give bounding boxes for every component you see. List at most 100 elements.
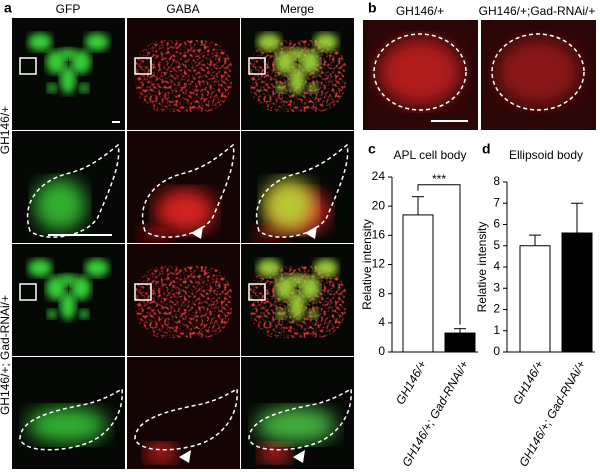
panel-label: d xyxy=(482,141,491,157)
column-header: GABA xyxy=(166,2,199,16)
roi-box xyxy=(134,283,152,301)
y-tick-label: 8 xyxy=(493,174,500,188)
micrograph xyxy=(481,20,596,130)
micrograph xyxy=(241,357,354,469)
column-header: Merge xyxy=(280,2,314,16)
micrograph xyxy=(12,18,125,130)
ellipsoid-outline xyxy=(491,33,585,111)
y-tick-label: 12 xyxy=(372,257,386,271)
gfp-signal xyxy=(289,48,305,60)
roi-box xyxy=(19,57,37,75)
micrograph xyxy=(241,18,354,130)
row-label: GH146/+ xyxy=(0,106,12,154)
gfp-signal xyxy=(85,33,109,51)
y-tick-label: 16 xyxy=(372,228,386,242)
gfp-signal xyxy=(289,66,305,94)
gfp-signal xyxy=(47,83,57,93)
column-header: GH146/+;Gad-RNAi/+ xyxy=(479,4,596,18)
cell-outline xyxy=(134,387,238,451)
arrowhead xyxy=(305,226,317,239)
gfp-signal xyxy=(28,33,52,51)
significance-label: *** xyxy=(432,172,446,186)
arrowhead xyxy=(179,450,191,463)
significance-bracket xyxy=(417,184,461,325)
panel-label: b xyxy=(368,0,377,16)
column-header: GFP xyxy=(56,2,81,16)
arrowhead xyxy=(293,450,305,463)
gfp-signal xyxy=(257,33,281,51)
ellipsoid-outline xyxy=(373,33,467,111)
gfp-signal xyxy=(60,48,76,60)
gfp-signal xyxy=(300,50,320,74)
bar xyxy=(402,214,434,353)
gfp-signal xyxy=(276,83,286,93)
gfp-signal xyxy=(257,259,281,277)
image-bg xyxy=(127,357,240,469)
gaba-signal xyxy=(145,443,177,463)
roi-box xyxy=(19,283,37,301)
x-tick-label: GH146/+ xyxy=(510,358,546,407)
gfp-signal xyxy=(308,309,318,319)
gfp-signal xyxy=(79,309,89,319)
cell-outline xyxy=(26,143,120,238)
y-tick-label: 20 xyxy=(372,198,386,212)
y-tick-label: 1 xyxy=(493,323,500,337)
arrowhead xyxy=(191,226,203,239)
micrograph xyxy=(12,131,125,243)
y-tick-label: 3 xyxy=(493,280,500,294)
bar xyxy=(561,232,593,353)
micrograph xyxy=(363,20,478,130)
gfp-signal xyxy=(308,83,318,93)
chart-title: APL cell body xyxy=(394,148,467,162)
bar xyxy=(519,245,551,353)
panel-label: c xyxy=(368,141,376,157)
gfp-signal xyxy=(28,259,52,277)
micrograph xyxy=(241,131,354,243)
row-label: GH146/+; Gad-RNAi/+ xyxy=(0,295,12,415)
gfp-signal xyxy=(314,33,338,51)
y-tick-label: 0 xyxy=(493,344,500,358)
gfp-signal xyxy=(289,274,305,286)
y-tick-label: 24 xyxy=(372,169,386,183)
micrograph xyxy=(127,357,240,469)
gfp-signal xyxy=(71,50,91,74)
y-tick-label: 0 xyxy=(378,344,385,358)
gfp-signal xyxy=(60,292,76,320)
roi-box xyxy=(248,283,266,301)
gfp-signal xyxy=(60,274,76,286)
y-axis-label: Relative intensity xyxy=(475,222,489,313)
column-header: GH146/+ xyxy=(396,4,444,18)
y-axis-label: Relative intensity xyxy=(360,219,374,310)
gfp-signal xyxy=(256,407,336,443)
y-tick-label: 4 xyxy=(378,315,385,329)
roi-box xyxy=(134,57,152,75)
micrograph xyxy=(127,131,240,243)
y-tick-label: 7 xyxy=(493,195,500,209)
gaba-speckle xyxy=(135,266,232,338)
gfp-signal xyxy=(85,259,109,277)
y-tick-label: 5 xyxy=(493,238,500,252)
gfp-signal xyxy=(47,309,57,319)
gfp-signal xyxy=(289,292,305,320)
gaba-signal xyxy=(139,225,175,241)
micrograph xyxy=(127,18,240,130)
cell-outline xyxy=(19,387,123,451)
x-tick-label: GH146/+ xyxy=(393,358,429,407)
gfp-signal xyxy=(79,83,89,93)
micrograph xyxy=(127,244,240,356)
gfp-signal xyxy=(27,407,107,443)
gfp-signal xyxy=(314,259,338,277)
gfp-signal xyxy=(276,309,286,319)
y-tick-label: 2 xyxy=(493,302,500,316)
gfp-signal xyxy=(34,179,86,231)
gaba-signal xyxy=(155,189,215,233)
roi-box xyxy=(248,57,266,75)
gfp-signal xyxy=(60,66,76,94)
gaba-signal xyxy=(496,38,580,106)
gaba-signal xyxy=(378,38,462,106)
chart-title: Ellipsoid body xyxy=(509,148,583,162)
micrograph xyxy=(12,244,125,356)
y-tick-label: 8 xyxy=(378,286,385,300)
gaba-speckle xyxy=(135,40,232,112)
micrograph xyxy=(12,357,125,469)
